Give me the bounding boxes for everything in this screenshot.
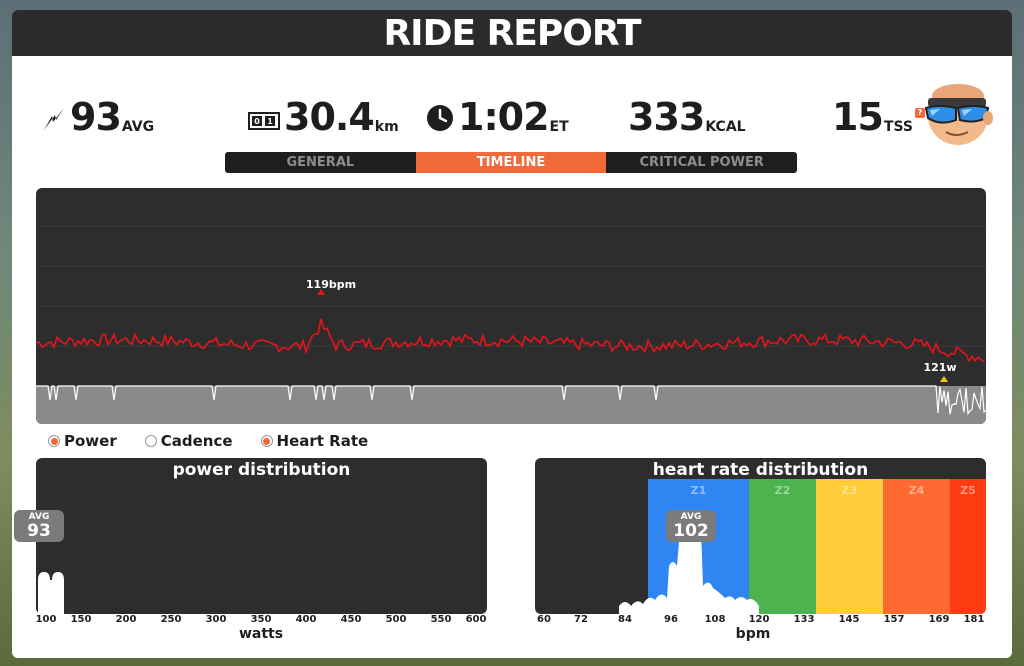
hr-peak-label: 119bpm xyxy=(306,278,356,291)
page-title: RIDE REPORT xyxy=(383,12,641,54)
power-distribution-svg xyxy=(38,572,64,614)
hr-avg-badge: AVG 102 xyxy=(666,510,716,542)
power-distribution-title: power distribution xyxy=(172,460,351,480)
report-tabs: GENERAL TIMELINE CRITICAL POWER xyxy=(225,152,797,173)
hr-tick: 96 xyxy=(664,614,678,625)
hr-histogram-bars xyxy=(619,516,759,614)
power-tick: 550 xyxy=(430,614,452,625)
zone-z2: Z2 xyxy=(749,479,816,614)
hr-tick: 60 xyxy=(537,614,551,625)
avg-power-unit: AVG xyxy=(121,119,155,135)
ride-report-panel: RIDE REPORT 93 AVG 0 1 30.4 km 1:02 ET 3… xyxy=(12,10,1012,658)
power-tick: 100 xyxy=(35,614,57,625)
tab-general[interactable]: GENERAL xyxy=(286,155,355,170)
calories-value: 333 xyxy=(628,95,705,139)
zone-z5: Z5 xyxy=(950,479,986,614)
legend-power-label: Power xyxy=(64,432,117,450)
tss-help-icon[interactable]: ? xyxy=(914,108,925,118)
svg-text:0: 0 xyxy=(254,117,260,126)
power-tick: 500 xyxy=(385,614,407,625)
calories-unit: KCAL xyxy=(705,119,746,135)
zone-z2-label: Z2 xyxy=(774,484,791,497)
zone-z4: Z4 xyxy=(883,479,950,614)
heart-rate-radio-icon[interactable] xyxy=(260,435,273,447)
hr-tick: 133 xyxy=(793,614,815,625)
svg-text:1: 1 xyxy=(267,117,273,126)
tss-value: 15 xyxy=(832,95,884,139)
legend-cadence-label: Cadence xyxy=(160,432,233,450)
clock-icon xyxy=(427,105,453,131)
legend-power[interactable]: Power xyxy=(48,432,117,450)
power-axis-ticks: 100 150 200 250 300 350 400 450 500 550 … xyxy=(36,614,487,628)
avatar xyxy=(924,84,993,145)
power-tick: 350 xyxy=(250,614,272,625)
timeline-chart[interactable]: 119bpm 121w xyxy=(36,188,986,424)
heart-rate-line xyxy=(36,318,985,363)
distance-unit: km xyxy=(374,119,399,135)
zone-z3-label: Z3 xyxy=(841,484,858,497)
power-tick: 400 xyxy=(295,614,317,625)
hr-tick: 157 xyxy=(883,614,905,625)
zone-z5-label: Z5 xyxy=(960,484,976,497)
timeline-svg: 119bpm 121w xyxy=(36,225,986,424)
power-tick: 150 xyxy=(70,614,92,625)
legend-heart-rate-label: Heart Rate xyxy=(276,432,369,450)
power-avg-label: AVG xyxy=(28,512,50,522)
elapsed-time-stat: 1:02 ET xyxy=(426,98,569,136)
power-tick: 200 xyxy=(115,614,137,625)
distance-value: 30.4 xyxy=(284,95,375,139)
power-bolt-icon xyxy=(44,108,64,130)
tss-unit: TSS xyxy=(883,119,913,135)
odometer-icon: 0 1 xyxy=(248,112,280,130)
title-bar: RIDE REPORT xyxy=(12,10,1012,56)
elapsed-time-value: 1:02 xyxy=(458,95,550,139)
power-axis-label: watts xyxy=(238,626,284,642)
cadence-radio-icon[interactable] xyxy=(144,435,157,447)
hr-tick: 120 xyxy=(748,614,770,625)
hr-tick: 169 xyxy=(928,614,950,625)
power-peak-marker xyxy=(940,376,948,382)
legend-heart-rate[interactable]: Heart Rate xyxy=(260,432,369,450)
power-area xyxy=(36,386,986,424)
distance-stat: 0 1 30.4 km xyxy=(248,98,399,136)
power-tick: 250 xyxy=(160,614,182,625)
power-tick: 300 xyxy=(205,614,227,625)
power-peak-label: 121w xyxy=(923,361,956,374)
hr-distribution-chart: heart rate distribution Z1 Z2 Z3 Z4 Z5 xyxy=(535,458,986,614)
zone-z4-label: Z4 xyxy=(908,484,925,497)
hr-axis-label: bpm xyxy=(735,626,771,642)
hr-tick: 72 xyxy=(574,614,588,625)
hr-tick: 181 xyxy=(963,614,985,625)
power-histogram-bars xyxy=(38,572,64,614)
tab-timeline[interactable]: TIMELINE xyxy=(415,152,607,173)
hr-tick: 108 xyxy=(704,614,726,625)
legend-cadence[interactable]: Cadence xyxy=(144,432,233,450)
power-radio-icon[interactable] xyxy=(48,435,60,447)
power-avg-badge: AVG 93 xyxy=(14,510,64,542)
avg-power-stat: 93 AVG xyxy=(42,98,154,136)
power-tick: 600 xyxy=(465,614,487,625)
power-avg-value: 93 xyxy=(27,521,51,541)
hr-distribution-title: heart rate distribution xyxy=(652,460,869,480)
tab-critical-power[interactable]: CRITICAL POWER xyxy=(639,155,764,170)
zone-z1-label: Z1 xyxy=(690,484,707,497)
timeline-legend: Power Cadence Heart Rate xyxy=(48,432,368,450)
hr-distribution-svg xyxy=(619,516,759,614)
hr-axis-ticks: 60 72 84 96 108 120 133 145 157 169 181 xyxy=(535,614,986,628)
hr-tick: 145 xyxy=(838,614,860,625)
zone-z3: Z3 xyxy=(816,479,883,614)
hr-avg-value: 102 xyxy=(673,521,709,541)
tss-stat: 15 TSS ? xyxy=(832,98,925,136)
power-tick: 450 xyxy=(340,614,362,625)
power-line xyxy=(36,385,986,416)
hr-tick: 84 xyxy=(618,614,632,625)
calories-stat: 333 KCAL xyxy=(628,98,746,136)
elapsed-time-unit: ET xyxy=(549,119,569,135)
hr-avg-label: AVG xyxy=(680,512,702,522)
avg-power-value: 93 xyxy=(70,95,122,139)
hr-peak-marker xyxy=(317,289,325,295)
power-distribution-chart: power distribution xyxy=(36,458,487,614)
